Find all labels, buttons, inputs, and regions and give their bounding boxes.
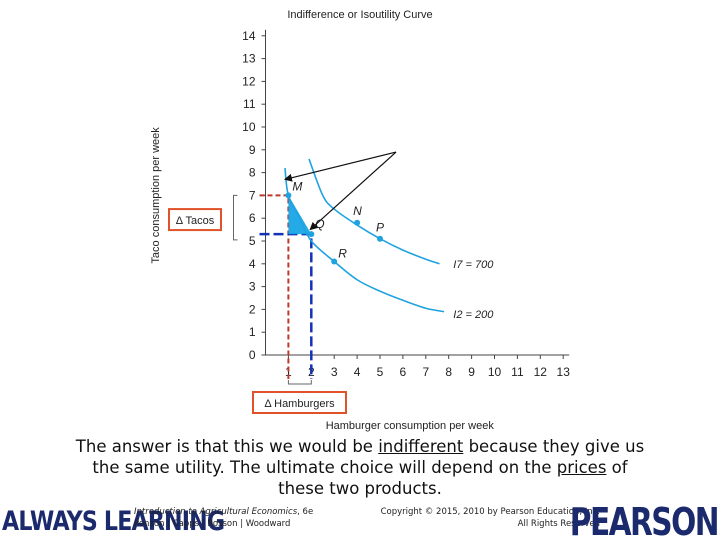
point-q <box>308 231 315 238</box>
y-tick-label: 10 <box>242 120 256 134</box>
caption-text: The answer is that this we would be indi… <box>20 436 700 499</box>
x-tick-label: 8 <box>445 365 452 379</box>
blue-dashed-guide <box>259 232 313 379</box>
x-tick-label: 6 <box>400 365 407 379</box>
point-p <box>377 235 383 242</box>
point-label-q: Q <box>315 217 324 231</box>
x-tick-label: 12 <box>534 365 548 379</box>
x-tick-label: 4 <box>354 365 361 379</box>
x-tick-label: 13 <box>557 365 571 379</box>
curves: I7 = 700 I2 = 200 <box>284 158 494 321</box>
delta-triangle-shade <box>288 195 312 235</box>
chart-title: Indifference or Isoutility Curve <box>287 9 432 21</box>
y-tick-label: 1 <box>249 325 256 339</box>
curve-label-2: I2 = 200 <box>453 309 494 321</box>
point-m <box>285 192 292 199</box>
delta-hamburgers-bracket <box>287 380 312 385</box>
x-axis-label: Hamburger consumption per week <box>326 420 495 432</box>
y-tick-label: 3 <box>249 280 256 294</box>
delta-tacos-bracket <box>233 194 238 241</box>
caption-line1-part-b: because they give us <box>463 437 645 456</box>
y-tick-label: 8 <box>249 166 256 180</box>
point-r <box>331 258 338 265</box>
footer-bar: ALWAYS LEARNING Introduction to Agricult… <box>0 500 720 544</box>
point-label-n: N <box>353 204 362 218</box>
indifference-curve-chart: Indifference or Isoutility Curve 0123456… <box>150 9 570 432</box>
copyright-notice: Copyright © 2015, 2010 by Pearson Educat… <box>368 506 600 530</box>
x-tick-label: 11 <box>511 365 524 379</box>
delta-tacos-box <box>168 208 222 232</box>
y-tick-label: 13 <box>242 52 256 66</box>
annotations: Δ Tacos Δ Hamburgers <box>168 151 397 414</box>
caption-word-indifferent: indifferent <box>378 437 464 456</box>
x-tick-label: 1 <box>285 365 292 379</box>
y-tick-label: 4 <box>249 257 256 271</box>
always-learning-logo: ALWAYS LEARNING <box>2 506 225 537</box>
y-tick-label: 5 <box>249 234 256 248</box>
book-title: Introduction to Agricultural Economics <box>134 507 298 517</box>
book-edition: , 6e <box>297 507 314 517</box>
y-tick-label: 6 <box>249 211 256 225</box>
y-tick-label: 9 <box>249 143 256 157</box>
point-label-r: R <box>338 247 347 261</box>
delta-hamburgers-label: Δ Hamburgers <box>264 398 335 410</box>
x-tick-label: 10 <box>488 365 502 379</box>
x-tick-label: 5 <box>377 365 384 379</box>
indifference-curve-2 <box>308 158 440 265</box>
x-tick-label: 3 <box>331 365 338 379</box>
shaded-triangle <box>288 195 312 235</box>
pointer-arrow-1 <box>283 151 397 182</box>
caption-line-1: The answer is that this we would be indi… <box>20 436 700 457</box>
caption-line-2: the same utility. The ultimate choice wi… <box>20 457 700 478</box>
caption-line2-part-b: of <box>606 458 628 477</box>
point-label-m: M <box>292 179 302 193</box>
y-tick-label: 11 <box>243 97 256 111</box>
x-tick-label: 7 <box>422 365 429 379</box>
point-n <box>354 219 361 226</box>
delta-hamburgers-box <box>252 391 347 414</box>
red-dashed-guide <box>259 194 290 379</box>
caption-line2-part-a: the same utility. The ultimate choice wi… <box>92 458 557 477</box>
y-tick-label: 2 <box>249 302 256 316</box>
curve-label-1: I7 = 700 <box>453 259 494 271</box>
rights-line: All Rights Reserved <box>517 519 600 529</box>
copyright-line: Copyright © 2015, 2010 by Pearson Educat… <box>380 507 600 517</box>
x-tick-label: 9 <box>468 365 475 379</box>
y-axis-label: Taco consumption per week <box>150 127 162 264</box>
y-tick-label: 14 <box>242 29 256 43</box>
y-tick-label: 0 <box>249 348 256 362</box>
indifference-curve-1 <box>284 167 445 313</box>
y-tick-label: 12 <box>242 74 256 88</box>
book-credit: Introduction to Agricultural Economics, … <box>134 506 364 530</box>
caption-word-prices: prices <box>556 458 607 477</box>
caption-line-3: these two products. <box>278 479 442 498</box>
point-label-p: P <box>376 221 384 235</box>
y-tick-label: 7 <box>249 188 256 202</box>
data-points: M Q R NP <box>285 179 384 265</box>
pearson-logo: PEARSON <box>569 500 720 544</box>
caption-line1-part-a: The answer is that this we would be <box>75 437 379 456</box>
book-authors: Penson | Capps | Rosson | Woodward <box>134 519 291 529</box>
pointer-arrow-2 <box>309 151 397 231</box>
delta-tacos-label: Δ Tacos <box>176 215 215 227</box>
